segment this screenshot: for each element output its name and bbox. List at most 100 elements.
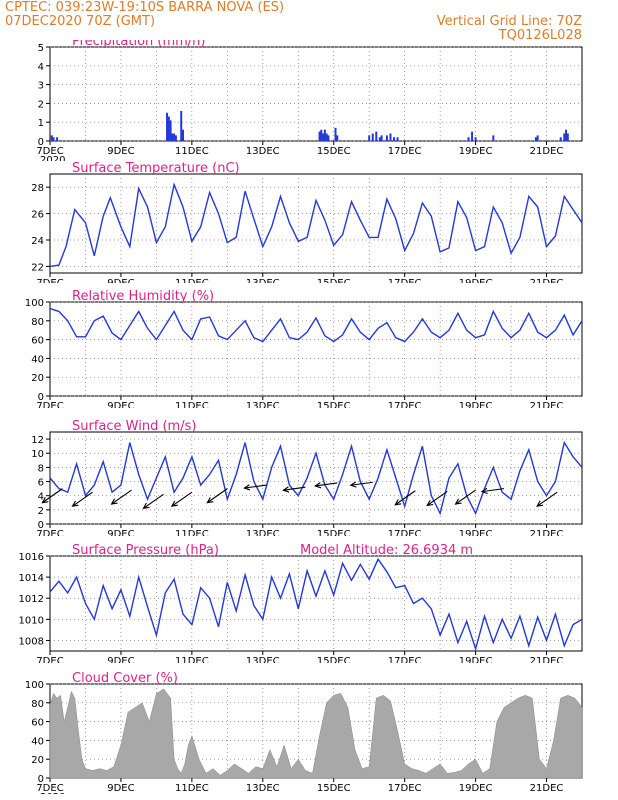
x-tick-label: 17DEC	[388, 656, 422, 663]
precip-bar	[563, 133, 566, 141]
wind-arrow-head	[536, 500, 544, 507]
y-tick-label: 6	[38, 478, 44, 489]
y-tick-label: 12	[31, 435, 44, 446]
y-tick-label: 1	[38, 118, 44, 129]
wind-arrow-shaft	[42, 488, 63, 504]
x-year-label: 2020	[40, 792, 65, 794]
wind-arrow-shaft	[426, 490, 448, 506]
precip-bar	[327, 135, 330, 141]
precip-bar	[52, 137, 55, 141]
precip-bar	[320, 129, 323, 141]
wind-arrow-head	[71, 500, 79, 507]
x-tick-label: 19DEC	[459, 656, 493, 663]
precip-bar	[167, 116, 170, 141]
precip-bar	[169, 120, 172, 141]
y-tick-label: 26	[31, 210, 44, 221]
y-tick-label: 40	[31, 736, 44, 747]
wind-arrow-head	[349, 481, 357, 488]
wind-arrow-shaft	[536, 491, 558, 507]
precip-bar	[182, 129, 184, 141]
wind-arrow-shaft	[315, 482, 338, 487]
surface-temperature-panel: 22 24 26 28 7DEC 9DEC 11DEC 13DEC 15DEC 17DEC 19DE…	[31, 161, 583, 283]
panel-title: Relative Humidity (%)	[72, 289, 214, 304]
x-tick-label: 9DEC	[107, 401, 134, 408]
precip-bar	[323, 129, 326, 141]
x-tick-label: 9DEC	[107, 278, 134, 283]
precip-bar	[318, 131, 321, 141]
precip-bar	[559, 137, 562, 141]
wind-arrow-head	[394, 499, 402, 506]
panel-title: Surface Temperature (nC)	[72, 161, 240, 176]
panel-title: Surface Pressure (hPa)	[72, 543, 219, 558]
y-tick-label: 1012	[19, 594, 44, 605]
x-tick-label: 11DEC	[175, 278, 209, 283]
x-tick-label: 7DEC	[36, 783, 63, 794]
rh-series-line	[49, 307, 583, 343]
header-right-line1: Vertical Grid Line: 70Z	[436, 14, 582, 29]
precip-bar	[50, 135, 53, 141]
panel-title: Surface Wind (m/s)	[72, 419, 196, 434]
header-right-line2: TQ0126L028	[498, 28, 582, 43]
wind-arrow-shaft	[171, 491, 193, 507]
x-tick-label: 9DEC	[107, 146, 134, 157]
surface-wind-panel: 0 2 4 6 8 10 12 7DEC 9DEC 11DEC 13DEC 15DEC 17DEC 19D…	[31, 419, 583, 536]
wind-arrow-head	[206, 497, 214, 504]
precip-bar	[173, 133, 176, 141]
precip-bar	[566, 133, 569, 141]
plot-frame	[49, 46, 583, 142]
precip-bar	[389, 133, 392, 141]
x-tick-label: 7DEC	[36, 278, 63, 283]
precip-bar	[396, 137, 399, 141]
y-tick-label: 20	[31, 755, 44, 766]
wind-arrow-shaft	[244, 484, 267, 489]
wind-arrow	[142, 493, 164, 510]
y-tick-label: 1008	[19, 636, 44, 647]
x-tick-label: 15DEC	[317, 146, 351, 157]
wind-arrow	[394, 490, 416, 506]
wind-series-line	[49, 440, 583, 516]
wind-arrow-head	[41, 497, 49, 504]
y-tick-label: 0	[38, 774, 44, 785]
pres-series-line	[49, 557, 583, 652]
x-tick-label: 19DEC	[459, 278, 493, 283]
precip-bar	[380, 135, 383, 141]
wind-arrow	[536, 491, 558, 507]
wind-arrow	[170, 491, 193, 507]
wind-arrow	[454, 489, 476, 505]
x-tick-label: 15DEC	[317, 783, 351, 794]
cloud-cover-area	[49, 688, 583, 779]
x-tick-label: 15DEC	[317, 529, 351, 536]
x-year-label: 2020	[40, 155, 65, 165]
x-tick-label: 13DEC	[246, 656, 280, 663]
x-tick-label: 21DEC	[530, 783, 564, 794]
panel-annotation: Model Altitude: 26.6934 m	[300, 543, 473, 558]
y-tick-label: 1014	[19, 573, 44, 584]
y-tick-label: 20	[31, 373, 44, 384]
x-tick-label: 11DEC	[175, 529, 209, 536]
precipitation-panel: 0 1 2 3 4 5 7DEC 9DEC 11DEC 13DEC 15DEC 17DEC 19DEC 2…	[36, 40, 583, 165]
panel-title: Precipitation (mm/h)	[72, 40, 205, 49]
precip-bar	[171, 133, 174, 141]
x-tick-label: 21DEC	[530, 278, 564, 283]
y-tick-label: 5	[38, 43, 44, 54]
temp-series-line	[49, 182, 583, 268]
y-tick-label: 4	[38, 492, 44, 503]
precip-bar	[336, 135, 339, 141]
relative-humidity-panel: 0 20 40 60 80 100 7DEC 9DEC 11DEC 13DEC 15DEC 17DEC…	[25, 289, 583, 408]
precip-bar	[474, 137, 477, 141]
precip-bar	[368, 135, 371, 141]
x-tick-label: 17DEC	[388, 146, 422, 157]
y-tick-label: 24	[31, 236, 44, 247]
x-tick-label: 11DEC	[175, 146, 209, 157]
precip-bar	[375, 131, 378, 141]
x-tick-label: 21DEC	[530, 529, 564, 536]
y-tick-label: 40	[31, 354, 44, 365]
plot-frame	[49, 173, 583, 274]
wind-arrow-shaft	[72, 491, 93, 507]
x-tick-label: 17DEC	[388, 401, 422, 408]
y-tick-label: 80	[31, 317, 44, 328]
wind-arrow-head	[170, 500, 178, 507]
y-tick-label: 8	[38, 463, 44, 474]
header-left-line2: 07DEC2020 70Z (GMT)	[5, 14, 156, 29]
x-tick-label: 13DEC	[246, 529, 280, 536]
